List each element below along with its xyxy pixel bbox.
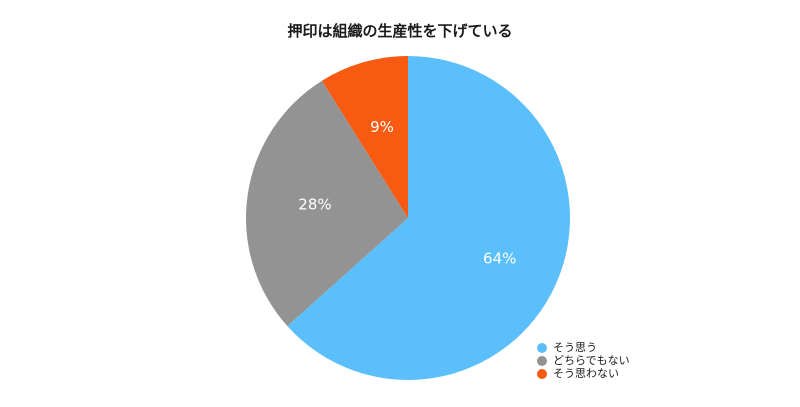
pie-slice-2 — [245, 80, 408, 327]
legend-label: そう思う — [553, 341, 597, 354]
legend-item: そう思う — [537, 341, 630, 354]
legend-item: そう思わない — [537, 367, 630, 380]
legend-item: どちらでもない — [537, 354, 630, 367]
chart-title: 押印は組織の生産性を下げている — [287, 22, 513, 40]
legend-swatch — [537, 342, 547, 353]
legend-swatch — [537, 368, 547, 379]
legend-swatch — [537, 355, 547, 366]
slice-label-3: 9% — [370, 118, 394, 136]
legend: そう思う どちらでもない そう思わない — [537, 341, 630, 380]
slice-label-2: 28% — [298, 195, 331, 213]
legend-label: どちらでもない — [553, 354, 630, 367]
pie-slice-3 — [321, 56, 408, 218]
slice-label-1: 64% — [483, 249, 516, 267]
pie-slice-1 — [287, 56, 570, 380]
legend-label: そう思わない — [553, 367, 619, 380]
